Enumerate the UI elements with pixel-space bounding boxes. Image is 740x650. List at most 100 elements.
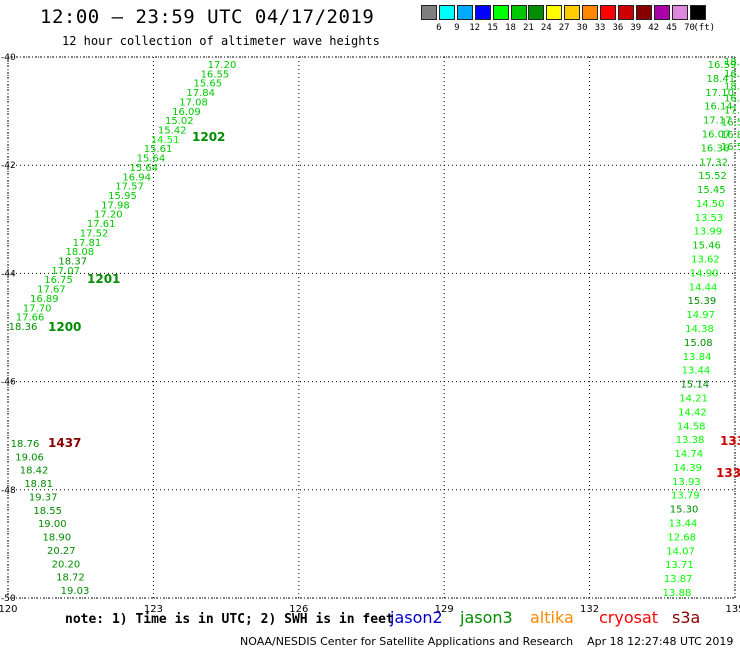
wave-height-value: 16.5 (721, 118, 740, 129)
sat-label-s3a: s3a (672, 608, 701, 627)
wave-height-value: 14.44 (689, 282, 718, 293)
wave-height-value: 14.74 (675, 449, 704, 460)
wave-height-value: 17.32 (699, 157, 728, 168)
wave-height-value: 13.87 (664, 574, 693, 585)
wave-height-value: 16.09 (172, 107, 201, 118)
pass-time-label: 1202 (192, 130, 225, 144)
wave-height-value: 17.84 (186, 88, 215, 99)
longitude-tick-label: 132 (580, 604, 599, 615)
colorbar-tick-label: 70 (684, 23, 695, 33)
wave-height-value: 20.20 (52, 559, 81, 570)
wave-height-value: 16.14 (704, 102, 733, 113)
map-title: 12:00 – 23:59 UTC 04/17/2019 (40, 6, 375, 28)
sat-label-jason3: jason3 (460, 608, 513, 627)
wave-height-value: 17.20 (208, 60, 237, 71)
sat-label-cryosat: cryosat (599, 608, 659, 627)
colorbar-swatch (635, 5, 652, 20)
wave-height-value: 15.08 (684, 338, 713, 349)
longitude-tick-label: 126 (289, 604, 308, 615)
wave-height-value: 18.42 (20, 466, 49, 477)
wave-height-value: 16. (724, 69, 740, 80)
map-frame (7, 56, 736, 599)
wave-height-value: 17.17 (703, 116, 732, 127)
pass-time-label: 133 (716, 466, 740, 480)
wave-height-value: 13.44 (669, 519, 698, 530)
wave-height-value: 16.5 (721, 142, 740, 153)
wave-height-value: 17.52 (80, 228, 109, 239)
wave-height-value: 17.20 (94, 210, 123, 221)
wave-height-value: 17.61 (87, 219, 116, 230)
colorbar-swatch (582, 5, 599, 20)
wave-height-value: 14.39 (673, 463, 702, 474)
latitude-tick-label: -46 (1, 378, 16, 388)
wave-height-value: 15.14 (680, 380, 709, 391)
wave-height-value: 18.55 (33, 506, 62, 517)
wave-height-value: 16.07 (702, 129, 731, 140)
credit-line: NOAA/NESDIS Center for Satellite Applica… (240, 635, 734, 648)
wave-height-value: 14.97 (686, 310, 715, 321)
wave-height-value: 18.37 (58, 257, 87, 268)
wave-height-value: 13.44 (682, 366, 711, 377)
wave-height-value: 13.62 (691, 255, 720, 266)
wave-height-value: 14.50 (696, 199, 725, 210)
wave-height-value: 19.00 (38, 519, 67, 530)
latitude-tick-label: -50 (1, 594, 16, 604)
wave-height-value: 13.84 (683, 352, 712, 363)
colorbar-swatch (600, 5, 616, 20)
wave-height-value: 16.59 (708, 60, 737, 71)
wave-height-value: 19.06 (15, 452, 44, 463)
wave-height-value: 17.10 (705, 88, 734, 99)
wave-height-value: 16.8 (721, 130, 740, 141)
longitude-tick-label: 123 (144, 604, 163, 615)
wave-height-value: 19.37 (29, 492, 58, 503)
sat-label-altika: altika (530, 608, 574, 627)
wave-height-value: 13.93 (672, 477, 701, 488)
wave-height-value: 17.66 (16, 313, 45, 324)
colorbar-swatch (617, 5, 634, 20)
wave-height-value: 17.07 (51, 266, 80, 277)
colorbar-tick-label: 36 (612, 23, 624, 33)
wave-height-value: 16.89 (30, 294, 59, 305)
wave-height-value: 18.90 (42, 533, 71, 544)
wave-height-value: 15.61 (144, 144, 173, 155)
colorbar-swatch (492, 5, 509, 20)
wave-height-value: 17.70 (23, 303, 52, 314)
wave-height-value: 18. (724, 57, 740, 68)
wave-height-value: 18.72 (56, 573, 85, 584)
colorbar-tick-label: 33 (594, 23, 606, 33)
colorbar-tick-label: 9 (454, 23, 460, 33)
colorbar-swatch (689, 5, 706, 20)
longitude-tick-label: 129 (435, 604, 454, 615)
colorbar-tick-label: 6 (436, 23, 442, 33)
pass-time-label: 1201 (87, 272, 120, 286)
wave-height-value: 13.71 (665, 560, 694, 571)
wave-height-value: 15.02 (165, 116, 194, 127)
wave-height-value: 13.99 (693, 227, 722, 238)
colorbar-swatch (474, 5, 491, 20)
wave-height-value: 15.64 (130, 163, 159, 174)
wave-height-value: 18.76 (11, 439, 40, 450)
longitude-tick-label: 120 (0, 604, 18, 615)
wave-height-value: 18.41 (706, 74, 735, 85)
colorbar-tick-label: 12 (469, 23, 481, 33)
wave-height-value: 14.90 (690, 268, 719, 279)
colorbar-swatch (671, 5, 688, 20)
wave-height-value: 12.68 (667, 532, 696, 543)
latitude-tick-label: -40 (1, 53, 16, 63)
colorbar-swatch (510, 5, 527, 20)
wave-height-value: 13.53 (695, 213, 724, 224)
wave-height-value: 14.21 (679, 393, 708, 404)
wave-height-value: 13.38 (676, 435, 705, 446)
wave-height-value: 18.08 (66, 247, 95, 258)
wave-height-value: 15.30 (670, 505, 699, 516)
colorbar-tick-label: 42 (648, 23, 660, 33)
wave-height-value: 15.95 (108, 191, 137, 202)
latitude-tick-label: -44 (1, 269, 16, 279)
wave-height-value: 15.52 (698, 171, 727, 182)
wave-height-value: 16.36 (701, 143, 730, 154)
wave-height-value: 15.45 (697, 185, 726, 196)
colorbar-unit-label: (ft) (693, 23, 716, 33)
wave-height-value: 14.58 (677, 421, 706, 432)
wave-height-value: 16.75 (44, 275, 73, 286)
